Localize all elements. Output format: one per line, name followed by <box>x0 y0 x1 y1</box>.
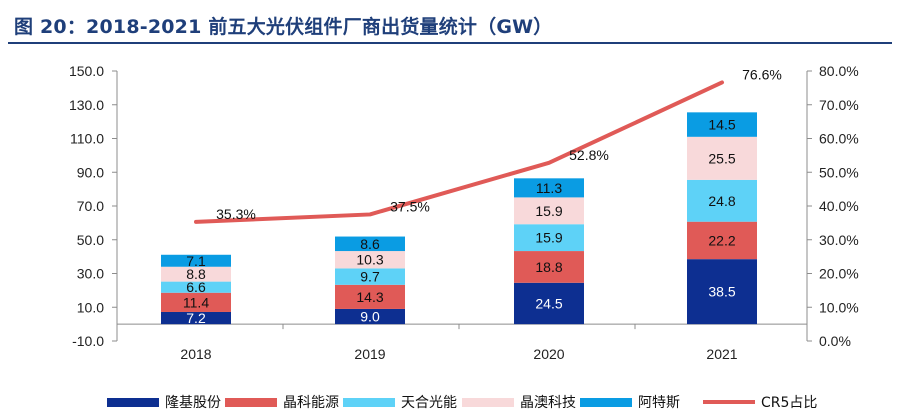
y-left-tick-label: 10.0 <box>77 299 104 315</box>
y-right-tick-label: 0.0% <box>819 333 851 349</box>
legend-label: 隆基股份 <box>165 395 221 411</box>
y-right-tick-label: 80.0% <box>819 63 859 79</box>
bar-segment <box>514 282 584 325</box>
bar-value-label: 24.5 <box>535 295 562 311</box>
y-left-tick-label: -10.0 <box>72 333 104 349</box>
y-left-tick-label: 70.0 <box>77 198 104 214</box>
bar-value-label: 8.8 <box>186 266 206 282</box>
bar-segment <box>687 112 757 137</box>
axes: -10.0 10.0 30.0 50.0 70.0 90.0 110.0 130.0 150.0… <box>69 63 859 362</box>
y-right-tick-label: 20.0% <box>819 266 859 282</box>
bar-value-label: 25.5 <box>708 150 735 166</box>
cr5-point <box>720 80 724 84</box>
legend-color-swatch <box>462 397 514 407</box>
cr5-point <box>547 161 551 165</box>
bar-segment <box>335 284 405 309</box>
y-right-tick-label: 10.0% <box>819 299 859 315</box>
y-left-tick-label: 50.0 <box>77 232 104 248</box>
bar-segment <box>687 136 757 180</box>
x-tick-label: 2018 <box>180 346 211 362</box>
y-left-tick-label: 130.0 <box>69 97 104 113</box>
figure-header: 图 20：2018-2021 前五大光伏组件厂商出货量统计（GW） <box>0 0 900 46</box>
bar-segment <box>161 266 231 282</box>
y-left-tick-label: 90.0 <box>77 164 104 180</box>
x-tick-label: 2020 <box>533 346 564 362</box>
cr5-value-label: 37.5% <box>390 198 430 214</box>
bar-value-label: 14.3 <box>356 289 383 305</box>
bar-segment <box>514 197 584 225</box>
legend-item: 天合光能 <box>343 392 457 412</box>
bar-value-label: 15.9 <box>535 230 562 246</box>
cr5-value-label: 35.3% <box>216 206 256 222</box>
title-underline <box>8 42 892 44</box>
bar-value-label: 6.6 <box>186 279 206 295</box>
legend-label: 晶科能源 <box>283 395 339 411</box>
bar-value-label: 18.8 <box>535 259 562 275</box>
stacked-bar-chart: -10.0 10.0 30.0 50.0 70.0 90.0 110.0 130.0 150.0… <box>69 63 859 362</box>
bar-segment <box>161 311 231 325</box>
cr5-point <box>194 220 198 224</box>
x-tick-label: 2019 <box>354 346 385 362</box>
bar-value-label: 9.0 <box>360 309 380 325</box>
bar-segment <box>161 254 231 267</box>
y-left-tick-label: 150.0 <box>69 63 104 79</box>
y-right-tick-label: 70.0% <box>819 97 859 113</box>
y-right-tick-label: 60.0% <box>819 131 859 147</box>
y-right-tick-label: 30.0% <box>819 232 859 248</box>
legend-label: 晶澳科技 <box>520 395 576 411</box>
bar-segment <box>161 292 231 312</box>
legend-label: 天合光能 <box>401 395 457 411</box>
bars: 7.211.46.68.87.1 9.0 14.3 9.710.38.6 24.5 18.… <box>161 112 757 326</box>
bar-value-label: 11.3 <box>536 180 562 196</box>
bar-segment <box>335 308 405 325</box>
x-tick-label: 2021 <box>706 346 737 362</box>
legend-color-swatch <box>580 397 632 407</box>
bar-value-label: 11.4 <box>183 294 209 310</box>
figure-title: 图 20：2018-2021 前五大光伏组件厂商出货量统计（GW） <box>14 16 553 38</box>
y-right-tick-label: 40.0% <box>819 198 859 214</box>
y-right-tick-label: 50.0% <box>819 164 859 180</box>
cr5-point <box>368 212 372 216</box>
cr5-value-label: 52.8% <box>569 147 609 163</box>
legend-item: 晶澳科技 <box>462 392 576 412</box>
cr5-line <box>194 80 724 224</box>
bar-segment <box>514 251 584 283</box>
chart-legend: 隆基股份 晶科能源 天合光能 晶澳科技 阿特斯 CR5占比 <box>0 392 900 412</box>
legend-item-cr5: CR5占比 <box>703 392 817 412</box>
legend-item: 阿特斯 <box>580 392 680 412</box>
bar-segment <box>335 268 405 285</box>
legend-label: CR5占比 <box>761 395 818 411</box>
cr5-value-label: 76.6% <box>742 66 782 82</box>
legend-item: 隆基股份 <box>107 392 221 412</box>
bar-value-label: 8.6 <box>360 236 380 252</box>
bar-segment <box>161 281 231 293</box>
bar-value-label: 38.5 <box>708 284 735 300</box>
legend-color-swatch <box>107 397 159 407</box>
cr5-line-layer: 35.3% 37.5% 52.8% 76.6% <box>194 66 782 224</box>
bar-segment <box>687 221 757 260</box>
bar-value-label: 10.3 <box>356 252 383 268</box>
bar-segment <box>514 224 584 252</box>
bar-segment <box>335 236 405 252</box>
bar-value-label: 7.1 <box>186 253 206 269</box>
bar-value-label: 14.5 <box>708 117 735 133</box>
legend-color-swatch <box>225 397 277 407</box>
bar-segment <box>687 179 757 222</box>
y-left-tick-label: 30.0 <box>77 266 104 282</box>
legend-color-swatch <box>343 397 395 407</box>
bar-value-label: 9.7 <box>360 269 380 285</box>
bar-segment <box>335 251 405 269</box>
bar-value-label: 24.8 <box>708 193 735 209</box>
legend-label: 阿特斯 <box>638 395 680 411</box>
legend-line-swatch <box>703 400 755 404</box>
bar-value-label: 7.2 <box>186 310 206 326</box>
bar-segment <box>687 259 757 325</box>
bar-segment <box>514 178 584 198</box>
bar-value-label: 22.2 <box>708 232 735 248</box>
y-left-tick-label: 110.0 <box>70 131 104 147</box>
legend-item: 晶科能源 <box>225 392 339 412</box>
bar-value-label: 15.9 <box>535 203 562 219</box>
